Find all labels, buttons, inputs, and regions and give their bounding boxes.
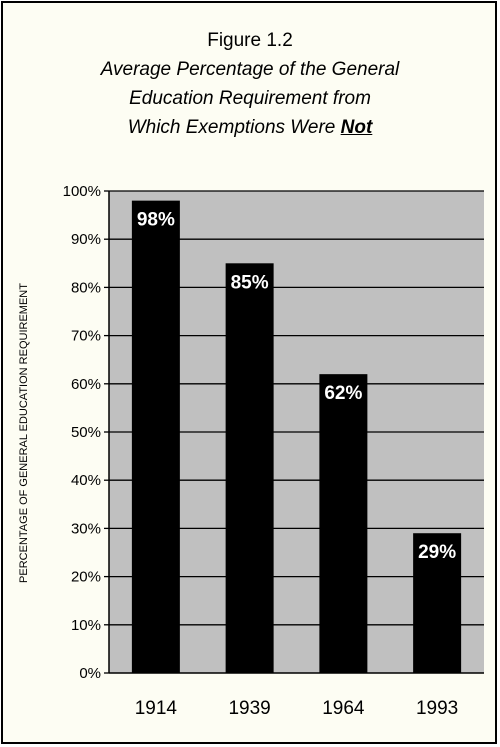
- y-tick-label: 60%: [71, 376, 101, 393]
- y-tick-label: 70%: [71, 328, 101, 345]
- bar-data-label: 29%: [418, 542, 456, 563]
- x-tick-label: 1939: [228, 698, 270, 719]
- bar-data-label: 85%: [231, 272, 269, 293]
- bar-data-label: 98%: [137, 210, 175, 231]
- axes: [108, 191, 484, 674]
- subtitle-line-2: Education Requirement from: [129, 88, 371, 109]
- y-tick-label: 80%: [71, 279, 101, 296]
- bar: [413, 533, 462, 673]
- bar-data-label: 62%: [324, 383, 362, 404]
- x-tick-labels: 1914 1939 1964 1993: [135, 698, 459, 719]
- subtitle-emphasis: Not: [340, 117, 373, 138]
- y-tick-label: 50%: [71, 424, 101, 441]
- figure-label: Figure 1.2: [207, 30, 293, 51]
- y-tick-label: 90%: [71, 231, 101, 248]
- subtitle-line-3: Which Exemptions Were Not: [0, 113, 500, 142]
- chart-title-block: Figure 1.2 Average Percentage of the Gen…: [0, 26, 500, 142]
- y-tick-label: 0%: [79, 665, 101, 682]
- subtitle-line-3-text: Which Exemptions Were: [127, 117, 341, 138]
- x-tick-label: 1914: [135, 698, 178, 719]
- y-tick-labels: 0% 10% 20% 30% 40% 50% 60% 70% 80% 90% 100%: [63, 183, 109, 682]
- y-tick-label: 20%: [71, 569, 101, 586]
- x-tick-label: 1993: [416, 698, 458, 719]
- y-tick-label: 10%: [71, 617, 101, 634]
- x-tick-label: 1964: [322, 698, 365, 719]
- bar: [225, 263, 274, 673]
- subtitle-line-1: Average Percentage of the General: [100, 59, 400, 80]
- bar: [319, 374, 368, 673]
- y-tick-label: 40%: [71, 472, 101, 489]
- bars: 98% 85% 62% 29%: [131, 200, 462, 673]
- bar: [131, 200, 180, 673]
- y-tick-label: 30%: [71, 520, 101, 537]
- y-tick-label: 100%: [63, 183, 101, 200]
